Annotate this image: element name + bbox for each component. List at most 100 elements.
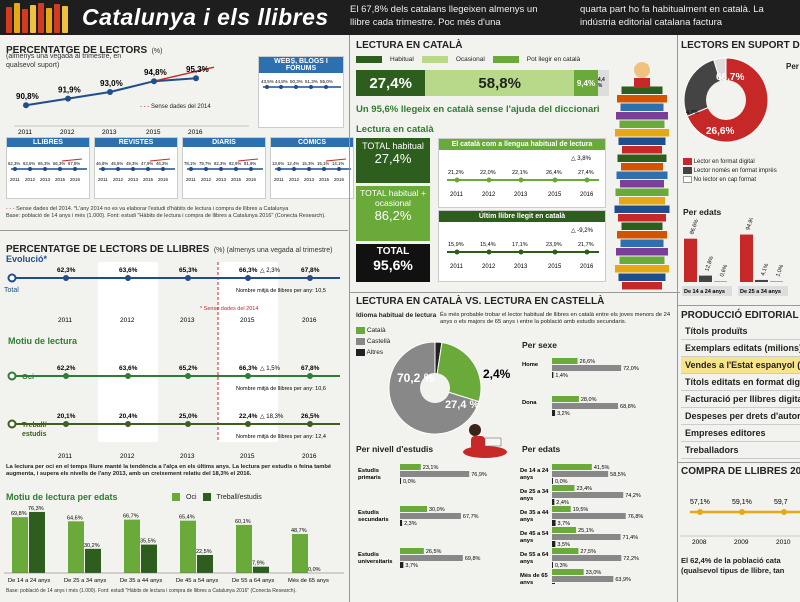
- tick-label: 2012: [201, 177, 212, 182]
- data-label: 71,4%: [623, 535, 639, 541]
- row-label: anys: [520, 496, 533, 502]
- bar-castella: [400, 471, 470, 477]
- data-label: 25,1%: [578, 528, 594, 534]
- tick-label: De 55 a 64 anys: [232, 578, 274, 584]
- data-point: [307, 421, 313, 427]
- tick-label: 2011: [274, 177, 284, 182]
- lectura-note: La lectura per oci en el temps lliure ma…: [6, 464, 332, 477]
- estudis-bar-chart: Estudisprimaris23,1%76,9%0,0%Estudissecu…: [358, 464, 487, 569]
- data-point: [322, 167, 326, 171]
- data-label: 68,8%: [620, 404, 636, 410]
- tick-label: 2016: [580, 264, 594, 270]
- bar-castella: [552, 534, 621, 540]
- tick-label: 2013: [180, 317, 195, 324]
- llibres-section-title: PERCENTATGE DE LECTORS DE LLIBRES (%) (a…: [6, 244, 333, 255]
- data-point: [584, 177, 590, 183]
- data-label: 21,2%: [448, 170, 464, 176]
- data-label: 69,8%: [11, 511, 27, 517]
- tick-label: 2015: [319, 177, 330, 182]
- data-label: 3,7%: [558, 521, 571, 527]
- trend-arrow: [149, 158, 171, 162]
- bar-castella: [552, 555, 622, 561]
- data-label: 79,7%: [199, 161, 211, 166]
- data-label: 65,4%: [179, 515, 195, 521]
- row-label: De 25 a 34: [520, 489, 549, 495]
- tick-label: 2010: [776, 539, 791, 546]
- book-shape: [620, 180, 664, 188]
- data-label: 0,0%: [555, 479, 568, 485]
- sexe-title: Per sexe: [522, 340, 557, 350]
- data-point: [185, 275, 191, 281]
- data-label: 63,6%: [23, 161, 35, 166]
- bar-castella: [552, 471, 609, 477]
- data-point: [116, 167, 120, 171]
- mini-box-diaris: DIARIS 78,1% 79,7% 82,3% 82,9% 81,9% 2011 2012 2…: [182, 137, 266, 199]
- data-label: 45,5%: [111, 161, 123, 166]
- data-label: 65,2%: [179, 365, 198, 372]
- mini-box-llibres: LLIBRES 62,3% 63,6% 65,3% 66,3% 67,8% 2011 2012…: [6, 137, 90, 199]
- data-label: 0,3%: [555, 563, 568, 569]
- trend-arrow: [61, 158, 83, 162]
- mini-chart: 78,1% 79,7% 82,3% 82,9% 81,9% 2011 2012 2013 201…: [184, 158, 263, 182]
- data-point: [58, 167, 62, 171]
- book-shape: [620, 239, 664, 247]
- book-shape: [621, 222, 663, 230]
- data-label: 59,1%: [732, 499, 752, 506]
- data-point: [193, 75, 199, 82]
- bar-altres: [552, 541, 556, 547]
- data-point: [101, 167, 105, 171]
- data-label: 69,8%: [465, 556, 481, 562]
- bar-castella: [400, 513, 461, 519]
- mini-charts-row: LLIBRES 62,3% 63,6% 65,3% 66,3% 67,8% 2011 2012…: [6, 137, 354, 199]
- data-point: [43, 167, 47, 171]
- data-label: 23,9%: [546, 242, 562, 248]
- data-label: 48,7%: [291, 528, 307, 534]
- book-shape: [620, 103, 664, 111]
- divider: [677, 35, 678, 602]
- data-label: 66,3%: [239, 267, 258, 274]
- data-label: 58,5%: [610, 472, 626, 478]
- tick-label: 2015: [55, 177, 66, 182]
- data-point: [185, 421, 191, 427]
- data-label: 76,8%: [628, 514, 644, 520]
- data-label: 86,6%: [689, 219, 700, 236]
- data-label: 15,1%: [317, 161, 329, 166]
- tick-label: 2013: [216, 177, 227, 182]
- mini-chart: 46,8% 45,5% 49,3% 47,9% 46,3% 2011 2012 2013 201…: [96, 158, 175, 182]
- row-label: primaris: [358, 475, 381, 481]
- books-logo-icon: [6, 3, 76, 33]
- data-label: 60,1%: [235, 519, 251, 525]
- data-label: 67,7%: [463, 514, 479, 520]
- child-body: [634, 78, 650, 88]
- book-shape: [616, 112, 668, 120]
- total-marker: [7, 273, 17, 283]
- data-label: 28,0%: [581, 397, 597, 403]
- row-label: Oci: [22, 372, 34, 381]
- idioma-pie-chart: 70,2 % 27,4 % 2,4%: [388, 341, 511, 435]
- delta-label: △ -9,2%: [571, 228, 594, 234]
- book-shape: [617, 154, 667, 162]
- data-label: 82,3%: [214, 161, 226, 166]
- books-stack-illustration-icon: [614, 62, 670, 290]
- data-label: 67,8%: [301, 365, 320, 372]
- book-shape: [619, 120, 665, 128]
- data-point: [584, 249, 590, 255]
- data-label: 82,9%: [229, 161, 241, 166]
- catala-legend: Habitual Ocasional Pot llegir en català: [356, 56, 580, 63]
- bar-catala: [552, 569, 584, 575]
- tick-label: 2013: [40, 177, 51, 182]
- web-mini-chart: 43,5% 44,8% 50,3% 51,3% 55,0%: [261, 79, 341, 89]
- vs-note: És més probable trobar el lector habitua…: [440, 312, 671, 325]
- data-point: [125, 421, 131, 427]
- tick-label: 2013: [180, 453, 195, 460]
- book-shape: [616, 248, 668, 256]
- produccio-item: Títols editats en format digi: [681, 374, 800, 391]
- bar: [124, 519, 140, 573]
- pie-label-imprès: 26,6%: [706, 126, 734, 137]
- data-label: 0,0%: [308, 567, 321, 573]
- produccio-item: Vendes a l'Estat espanyol (: [681, 357, 800, 374]
- data-point: [245, 275, 251, 281]
- catala-habitual-chart-box: El català com a llengua habitual de lect…: [438, 138, 606, 208]
- data-point: [486, 177, 492, 183]
